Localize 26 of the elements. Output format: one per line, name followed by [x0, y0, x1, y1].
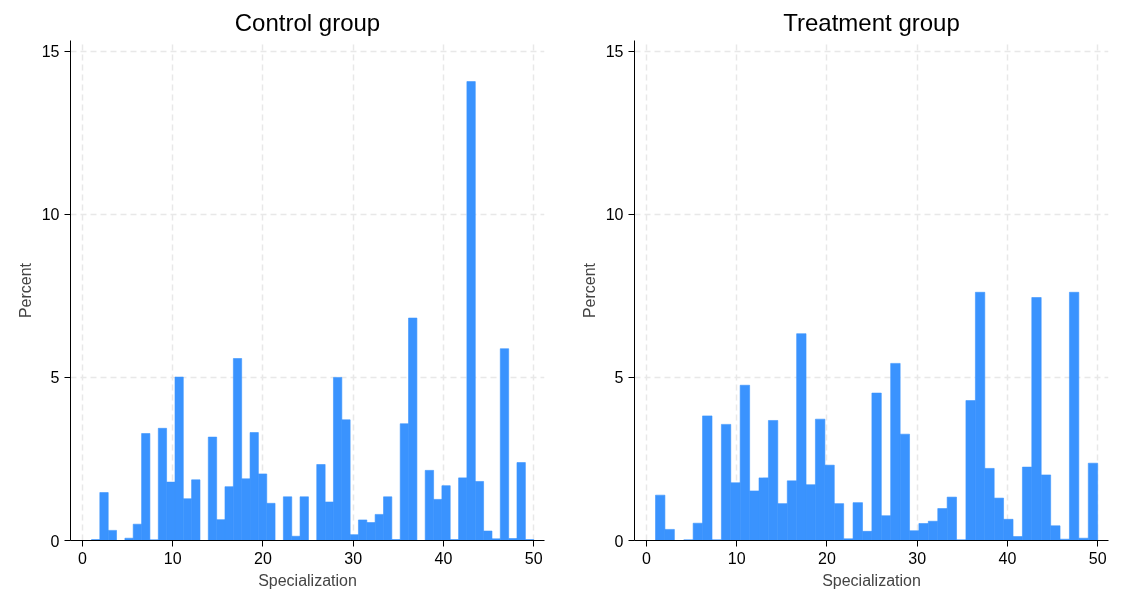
- x-tick-label: 20: [818, 549, 836, 567]
- x-axis-title: Specialization: [822, 571, 921, 589]
- y-tick-label: 10: [605, 206, 624, 224]
- x-tick-label: 40: [998, 549, 1017, 567]
- y-tick-label: 15: [605, 43, 624, 61]
- chart-title: Control group: [234, 8, 381, 36]
- y-tick-label: 5: [614, 369, 624, 387]
- x-tick-label: 10: [727, 549, 746, 567]
- x-tick-label: 10: [163, 549, 182, 567]
- x-tick-label: 0: [642, 549, 652, 567]
- y-axis-title: Percent: [580, 262, 598, 319]
- y-tick-label: 0: [50, 532, 60, 550]
- chart-title: Treatment group: [783, 8, 960, 36]
- x-tick-label: 50: [524, 549, 543, 567]
- x-axis-title: Specialization: [258, 571, 357, 589]
- y-tick-label: 15: [41, 43, 60, 61]
- y-tick-label: 10: [41, 206, 60, 224]
- x-tick-label: 50: [1088, 549, 1107, 567]
- y-tick-label: 0: [614, 532, 624, 550]
- x-tick-label: 0: [78, 549, 88, 567]
- x-tick-label: 30: [908, 549, 927, 567]
- x-tick-label: 20: [254, 549, 272, 567]
- y-axis-title: Percent: [16, 262, 34, 319]
- y-tick-label: 5: [50, 369, 60, 387]
- x-tick-label: 30: [344, 549, 363, 567]
- x-tick-label: 40: [434, 549, 453, 567]
